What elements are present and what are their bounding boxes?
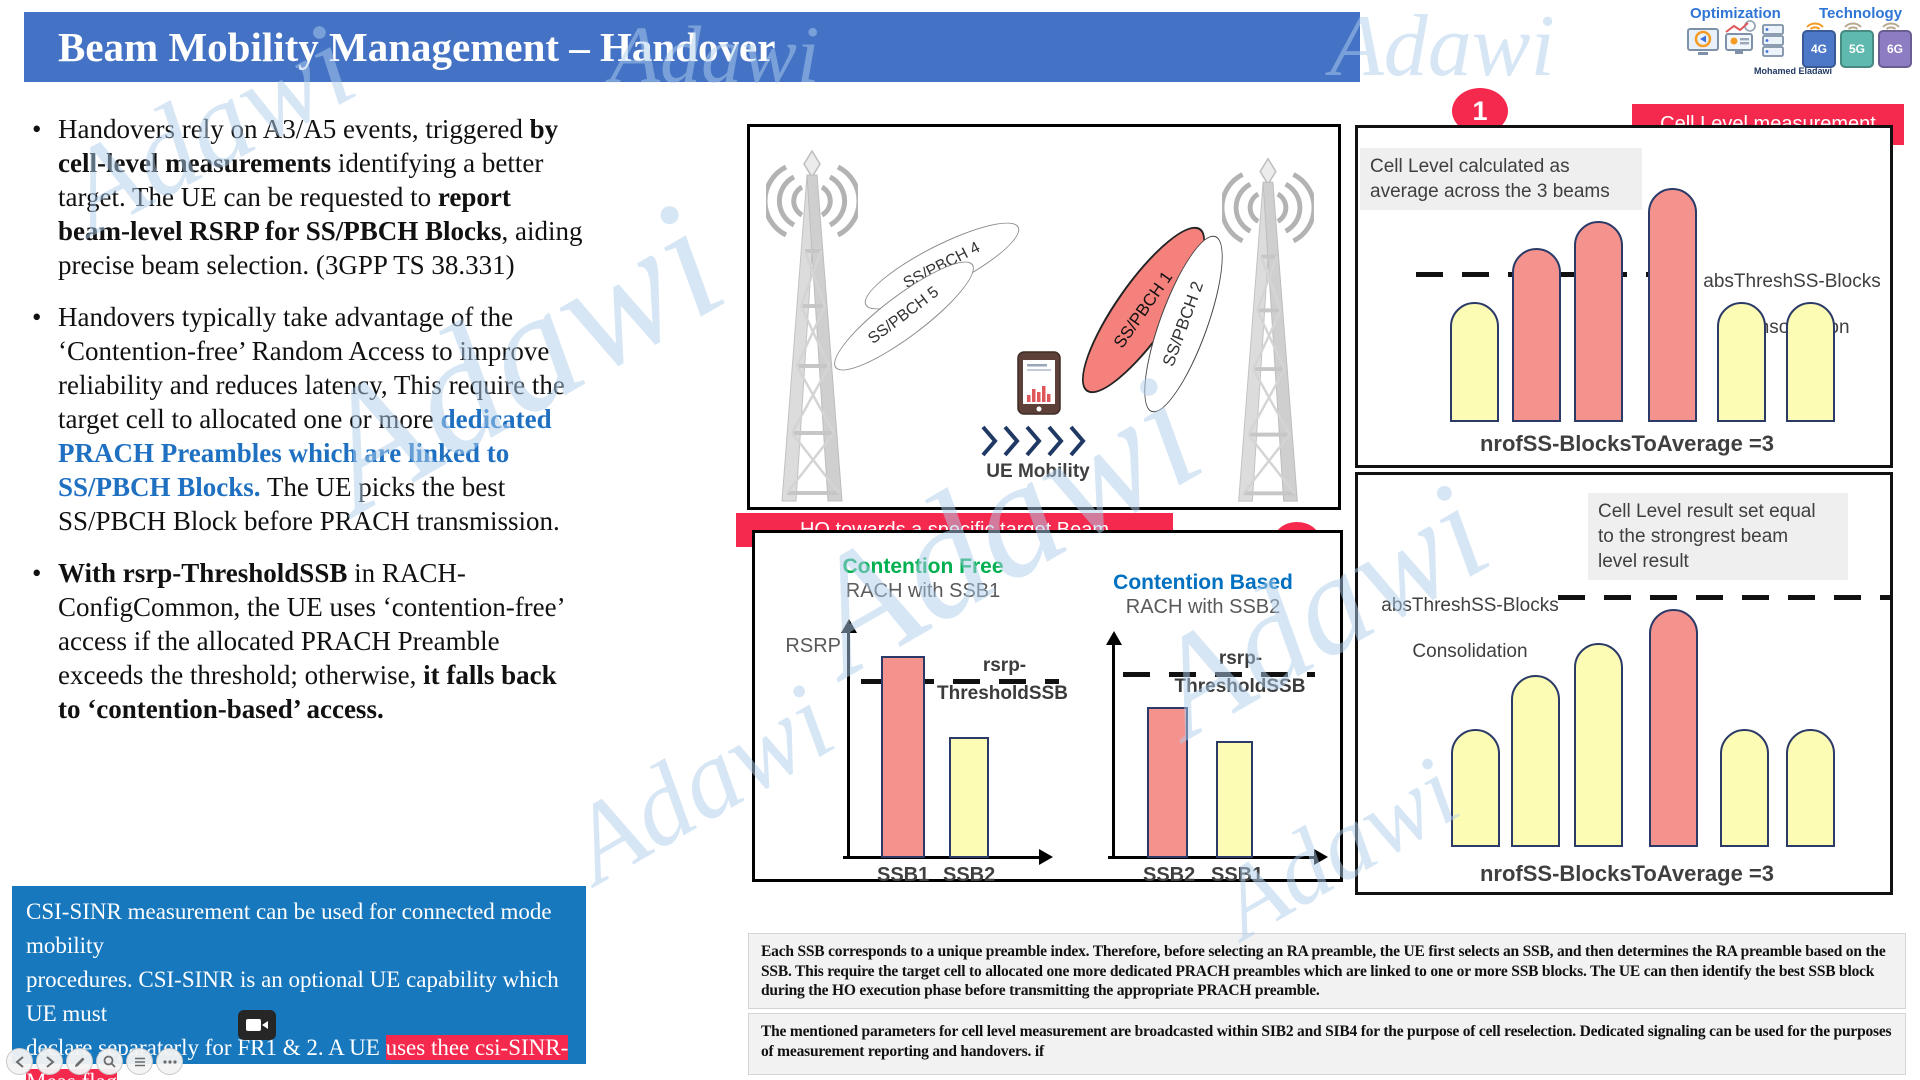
cell-avg-threshold-label-1: absThreshSS-Blocks [1703,271,1881,292]
cell-level-averaging-bar-beam-a [1450,302,1499,422]
cf-x-axis-arrow [1039,849,1053,865]
cb-threshold-label-2: ThresholdSSB [1174,676,1306,697]
contention-free-rach-bar-SSB2 [949,737,989,858]
cell-level-averaging-bar-beam-d [1648,188,1697,422]
cf-y-axis [847,633,850,858]
video-camera-icon [246,1019,268,1031]
rsrp-axis-label: RSRP [785,635,841,657]
contention-free-title: Contention Free [842,555,1004,578]
monitor-chart-icon [1725,20,1756,54]
prev-slide-button[interactable] [6,1048,33,1075]
brand-optimization-label: Optimization [1690,5,1781,22]
cell-level-strongest-bar-beam-f [1786,729,1835,847]
cell-level-strongest-panel: Cell Level result set equal to the stron… [1355,472,1893,895]
cb-x-label-1: SSB2 [1143,864,1196,886]
zoom-tool-button[interactable] [96,1048,123,1075]
cb-x-label-2: SSB1 [1211,864,1264,886]
ue-phone-icon [1017,351,1061,415]
adawi-watermark: Adawi [1330,0,1555,95]
csi-sinr-note: CSI-SINR measurement can be used for con… [12,886,586,1080]
cell-avg-caption: nrofSS-BlocksToAverage =3 [1479,431,1775,456]
sib-broadcast-note: The mentioned parameters for cell level … [748,1013,1906,1075]
ssb-preamble-note: Each SSB corresponds to a unique preambl… [748,933,1906,1009]
cell-strongest-note: Cell Level result set equal to the stron… [1588,493,1848,580]
cb-threshold-label-1: rsrp- [1218,648,1263,669]
target-cell-tower-icon [1222,157,1314,502]
cell-level-strongest-bar-beam-d [1649,609,1698,847]
bullet-contention-free: Handovers typically take advantage of th… [32,300,748,538]
see-all-slides-button[interactable] [126,1048,153,1075]
title-bar: Beam Mobility Management – Handover [24,12,1360,82]
contention-based-title: Contention Based [1113,571,1293,594]
cb-x-axis [1108,856,1316,859]
cell-level-strongest-bar-beam-c [1574,643,1623,847]
step-1-number: 1 [1472,95,1488,126]
cf-threshold-label-2: ThresholdSSB [937,683,1068,704]
cf-x-label-2: SSB2 [943,864,996,886]
cb-x-axis-arrow [1314,849,1328,865]
contention-free-rach-bar-SSB1 [881,656,925,858]
ellipsis-icon [162,1059,177,1064]
wifi-6g-icon [1882,22,1900,30]
cell-level-strongest-bar-beam-b [1511,675,1560,847]
bullet-rsrp-threshold: With rsrp-ThresholdSSB in RACH-ConfigCom… [32,556,748,726]
cell-level-averaging-bar-beam-e [1717,302,1766,422]
contention-free-subtitle: RACH with SSB1 [845,580,1001,602]
cf-x-axis [843,856,1041,859]
cell-avg-note: Cell Level calculated as average across … [1360,148,1642,210]
cell-level-averaging-panel: Cell Level calculated as average across … [1355,125,1893,468]
cell-level-strongest-bar-beam-e [1720,729,1769,847]
more-options-button[interactable] [156,1048,183,1075]
handover-diagram-panel: SS/PBCH 4 SS/PBCH 5 SS/PBCH 1 SS/PBCH 2 [747,124,1341,510]
cell-strongest-threshold-label-2: Consolidation [1412,641,1528,662]
cell-strongest-threshold-label: absThreshSS-Blocks Consolidation [1368,571,1572,663]
monitor-sync-icon [1687,28,1719,55]
contention-based-subtitle: RACH with SSB2 [1125,596,1281,618]
magnifier-icon [103,1055,116,1068]
server-icon [1762,24,1784,57]
rach-charts-panel: Contention Free RACH with SSB1 RSRP rsrp… [752,530,1343,886]
source-cell-tower-icon [766,149,858,502]
contention-based-rach-bar-SSB1 [1216,741,1253,858]
cell-strongest-threshold-line [1558,595,1890,600]
cf-x-label-1: SSB1 [877,864,930,886]
brand-technology-label: Technology [1819,5,1903,22]
cb-threshold-line [1123,672,1315,677]
chip-6g: 6G [1878,30,1912,68]
wifi-5g-icon [1844,22,1862,30]
camera-badge[interactable] [238,1010,276,1040]
chip-4g: 4G [1802,30,1836,68]
chevron-left-icon [14,1055,24,1068]
page-title: Beam Mobility Management – Handover [58,24,776,70]
brand-block: Optimization Technology 4G [1676,2,1914,80]
wifi-4g-icon [1806,22,1824,30]
next-slide-button[interactable] [36,1048,63,1075]
author-name: Mohamed Eladawi [1754,66,1833,76]
cell-level-averaging-bar-beam-c [1574,221,1623,422]
ue-mobility-label: UE Mobility [986,461,1090,482]
cell-level-averaging-bar-beam-b [1512,248,1561,422]
cell-level-strongest-bar-beam-a [1451,729,1500,847]
cf-y-axis-arrow [841,619,857,633]
cb-y-axis [1112,645,1115,858]
pen-tool-button[interactable] [66,1048,93,1075]
cell-level-averaging-bar-beam-f [1786,302,1835,422]
contention-based-rach-bar-SSB2 [1147,707,1188,858]
pen-icon [74,1057,84,1067]
cf-threshold-label-1: rsrp- [982,655,1027,676]
bullet-handover-events: Handovers rely on A3/A5 events, triggere… [32,112,748,282]
slides-grid-icon [134,1057,145,1066]
chip-5g: 5G [1840,30,1874,68]
chevron-right-icon [45,1055,55,1068]
cb-y-axis-arrow [1106,631,1122,645]
cf-threshold-line [861,679,1059,684]
cell-strongest-caption: nrofSS-BlocksToAverage =3 [1479,861,1775,886]
mobility-chevrons-icon [981,425,1086,457]
cell-strongest-threshold-label-1: absThreshSS-Blocks [1381,595,1559,616]
